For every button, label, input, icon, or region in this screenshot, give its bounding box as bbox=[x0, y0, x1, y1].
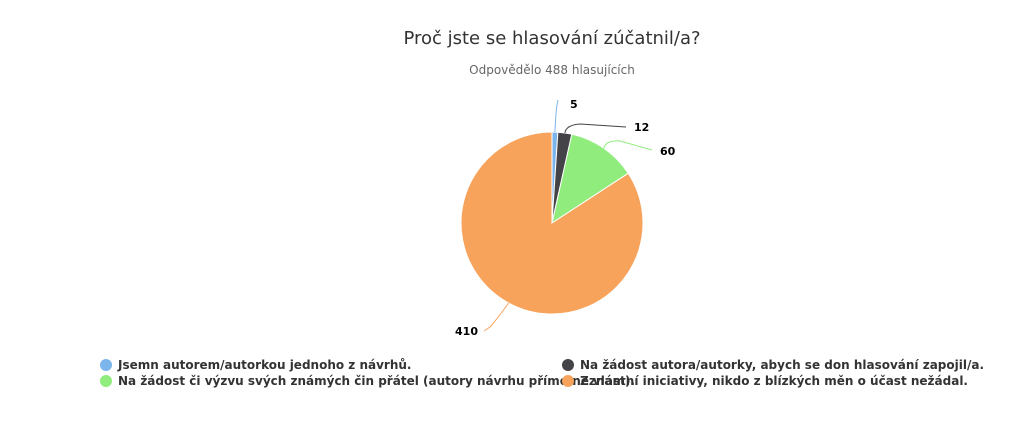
data-label: 5 bbox=[570, 98, 578, 111]
data-label: 12 bbox=[634, 121, 649, 134]
data-label-connector bbox=[483, 302, 510, 332]
chart-legend: Jsemn autorem/autorkou jednoho z návrhů.… bbox=[100, 358, 984, 398]
legend-label: Jsemn autorem/autorkou jednoho z návrhů. bbox=[118, 358, 412, 372]
legend-label: Z vlastní iniciativy, nikdo z blízkých m… bbox=[580, 374, 968, 388]
legend-swatch bbox=[100, 375, 112, 387]
legend-swatch bbox=[562, 375, 574, 387]
legend-item[interactable]: Jsemn autorem/autorkou jednoho z návrhů. bbox=[100, 358, 411, 372]
data-label: 410 bbox=[455, 325, 478, 338]
pie-slice[interactable] bbox=[551, 133, 629, 225]
legend-swatch bbox=[562, 359, 574, 371]
pie-slice[interactable] bbox=[460, 131, 644, 315]
data-label: 60 bbox=[660, 145, 676, 158]
chart-subtitle: Odpovědělo 488 hlasujících bbox=[469, 63, 635, 77]
data-label-connector bbox=[554, 99, 559, 133]
data-label-connector bbox=[603, 140, 653, 151]
legend-item[interactable]: Z vlastní iniciativy, nikdo z blízkých m… bbox=[562, 374, 968, 388]
legend-swatch bbox=[100, 359, 112, 371]
legend-label: Na žádost či výzvu svých známých čin přá… bbox=[118, 374, 636, 388]
legend-item[interactable]: Na žádost či výzvu svých známých čin přá… bbox=[100, 374, 635, 388]
chart-title: Proč jste se hlasování zúčatnil/a? bbox=[403, 28, 701, 49]
legend-item[interactable]: Na žádost autora/autorky, abych se don h… bbox=[562, 358, 984, 372]
legend-label: Na žádost autora/autorky, abych se don h… bbox=[580, 358, 985, 372]
data-label-connector bbox=[564, 123, 627, 134]
